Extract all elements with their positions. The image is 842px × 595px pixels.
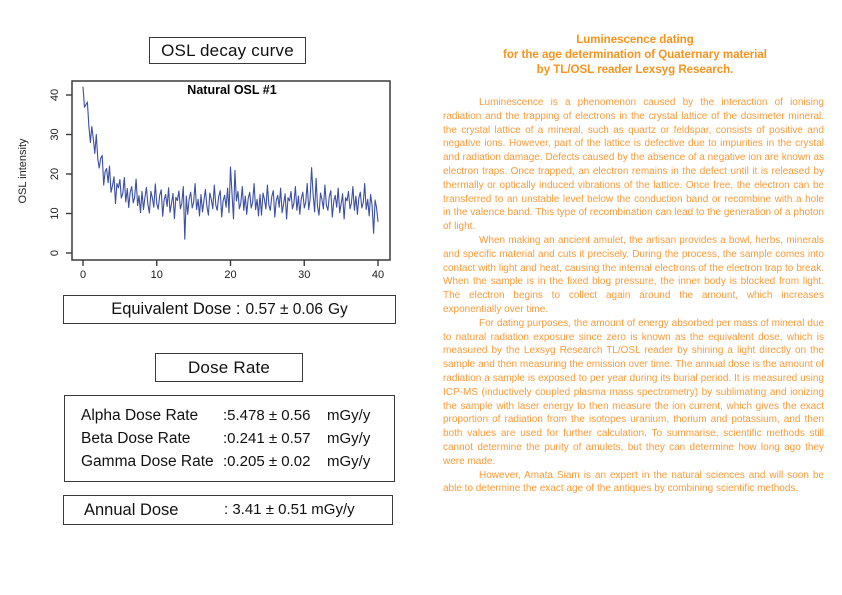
osl-decay-chart: 0 10 20 30 40 0 10 20 30 40 Natural OSL #1 OSL inte… bbox=[17, 80, 391, 281]
alpha-dose-rate-value: :5.478 ± 0.56 bbox=[223, 407, 311, 424]
paragraph-3: For dating purposes, the amount of energ… bbox=[443, 317, 824, 467]
y-tick-label: 30 bbox=[49, 128, 61, 140]
equivalent-dose-label: Equivalent Dose : bbox=[111, 300, 241, 318]
right-body-text: Luminescence is a phenomenon caused by t… bbox=[443, 96, 824, 496]
osl-decay-line bbox=[82, 86, 379, 240]
paragraph-2: When making an ancient amulet, the artis… bbox=[443, 234, 824, 315]
annual-dose-label: Annual Dose bbox=[84, 500, 179, 519]
annual-dose-value-unit: : 3.41 ± 0.51 mGy/y bbox=[224, 501, 392, 520]
paragraph-4: However, Amata Siam is an expert in the … bbox=[443, 469, 824, 495]
x-tick-label: 40 bbox=[372, 269, 384, 281]
equivalent-dose-unit: Gy bbox=[327, 300, 348, 318]
dose-rates-box: Alpha Dose Rate :5.478 ± 0.56 mGy/y Beta… bbox=[64, 395, 395, 482]
right-heading: Luminescence dating for the age determin… bbox=[440, 33, 830, 78]
y-tick-label: 20 bbox=[49, 168, 61, 180]
gamma-dose-rate-label: Gamma Dose Rate bbox=[81, 453, 214, 470]
y-axis-label: OSL intensity bbox=[17, 138, 29, 204]
annual-dose-unit: mGy/y bbox=[311, 500, 355, 518]
table-row-gamma: Gamma Dose Rate :0.205 ± 0.02 mGy/y bbox=[81, 450, 394, 473]
x-tick-label: 30 bbox=[298, 269, 310, 281]
paragraph-1: Luminescence is a phenomenon caused by t… bbox=[443, 97, 824, 233]
heading-line-2: for the age determination of Quaternary … bbox=[503, 49, 767, 61]
x-tick-label: 10 bbox=[151, 269, 163, 281]
gamma-dose-rate-value: :0.205 ± 0.02 bbox=[223, 453, 311, 470]
beta-dose-rate-value: :0.241 ± 0.57 bbox=[223, 430, 311, 447]
beta-dose-rate-label: Beta Dose Rate bbox=[81, 430, 191, 447]
alpha-dose-rate-label: Alpha Dose Rate bbox=[81, 407, 199, 424]
alpha-dose-rate-unit: mGy/y bbox=[327, 407, 371, 424]
osl-decay-curve-title: OSL decay curve bbox=[161, 40, 294, 60]
dose-rate-title: Dose Rate bbox=[187, 357, 271, 377]
table-row-beta: Beta Dose Rate :0.241 ± 0.57 mGy/y bbox=[81, 427, 394, 450]
y-tick-label: 10 bbox=[49, 207, 61, 219]
beta-dose-rate-unit: mGy/y bbox=[327, 430, 371, 447]
x-tick-label: 0 bbox=[80, 269, 86, 281]
heading-line-1: Luminescence dating bbox=[576, 34, 694, 46]
gamma-dose-rate-unit: mGy/y bbox=[327, 453, 371, 470]
y-tick-label: 0 bbox=[49, 250, 61, 256]
chart-title: Natural OSL #1 bbox=[187, 83, 276, 97]
dose-rate-title-box: Dose Rate bbox=[155, 353, 303, 382]
annual-dose-value: : 3.41 ± 0.51 bbox=[224, 500, 308, 518]
y-tick-label: 40 bbox=[49, 89, 61, 101]
equivalent-dose-box: Equivalent Dose : 0.57 ± 0.06 Gy bbox=[63, 295, 396, 324]
table-row-alpha: Alpha Dose Rate :5.478 ± 0.56 mGy/y bbox=[81, 404, 394, 427]
annual-dose-row: Annual Dose : 3.41 ± 0.51 mGy/y bbox=[84, 501, 392, 520]
osl-decay-curve-title-box: OSL decay curve bbox=[149, 37, 306, 64]
heading-line-3: by TL/OSL reader Lexsyg Research. bbox=[536, 64, 734, 76]
x-tick-label: 20 bbox=[224, 269, 236, 281]
equivalent-dose-value: 0.57 ± 0.06 bbox=[245, 300, 323, 318]
annual-dose-box: Annual Dose : 3.41 ± 0.51 mGy/y bbox=[63, 495, 393, 525]
